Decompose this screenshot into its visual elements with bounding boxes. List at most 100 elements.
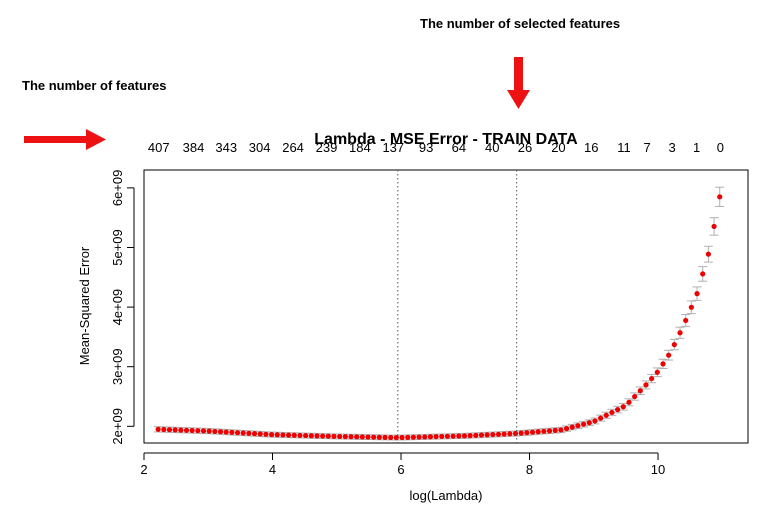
data-point <box>592 418 598 424</box>
data-point <box>575 423 581 429</box>
data-point <box>626 399 632 405</box>
top-axis-label: 93 <box>419 140 433 155</box>
annotation-number-of-features: The number of features <box>22 78 167 93</box>
data-point <box>223 429 229 435</box>
arrow-right-icon <box>24 129 106 150</box>
data-point <box>439 433 445 440</box>
data-point <box>161 426 167 433</box>
data-point <box>541 428 547 434</box>
top-axis-label: 40 <box>485 140 499 155</box>
data-point <box>291 432 297 438</box>
top-axis-label: 1 <box>693 140 700 155</box>
y-axis-title: Mean-Squared Error <box>77 246 92 365</box>
top-axis-label: 407 <box>148 140 170 155</box>
y-tick-label: 2e+09 <box>110 408 125 445</box>
data-point <box>388 434 394 441</box>
data-point <box>399 434 405 441</box>
data-point <box>257 431 263 437</box>
top-axis-label: 184 <box>349 140 371 155</box>
data-point <box>461 433 468 439</box>
data-point <box>467 433 473 439</box>
data-point <box>632 393 638 400</box>
data-point <box>325 433 331 439</box>
data-point <box>433 434 439 440</box>
data-point <box>677 330 683 336</box>
data-point <box>688 304 694 310</box>
data-point <box>229 429 235 435</box>
data-point <box>643 382 649 388</box>
data-point <box>558 427 564 433</box>
data-point <box>456 433 462 439</box>
data-point <box>405 434 411 440</box>
data-point <box>660 361 666 367</box>
data-point <box>615 407 621 413</box>
data-point <box>200 428 207 434</box>
data-point <box>314 433 320 439</box>
data-point <box>195 428 201 434</box>
data-point <box>189 427 195 434</box>
data-point <box>320 433 326 439</box>
y-tick-label: 5e+09 <box>110 229 125 266</box>
data-point <box>382 434 388 440</box>
data-point <box>206 428 212 434</box>
data-point <box>297 432 303 439</box>
data-point <box>376 434 382 440</box>
top-axis-label: 137 <box>382 140 404 155</box>
data-point <box>166 427 173 433</box>
data-point <box>546 428 553 434</box>
data-point <box>529 429 536 435</box>
data-point <box>274 432 280 438</box>
error-bars <box>153 186 725 441</box>
data-point <box>178 427 184 433</box>
top-axis-label: 11 <box>617 140 631 155</box>
plot-box <box>143 169 749 444</box>
x-tick-label: 10 <box>651 462 665 477</box>
data-point <box>580 421 587 427</box>
data-point <box>217 429 224 435</box>
annotation-selected-features: The number of selected features <box>420 16 621 31</box>
y-tick-label: 6e+09 <box>110 170 125 207</box>
data-point <box>280 432 286 438</box>
top-axis-label: 16 <box>584 140 598 155</box>
lambda-vlines <box>397 170 518 443</box>
data-point <box>603 412 609 418</box>
data-point <box>212 428 218 435</box>
data-point <box>490 431 496 438</box>
x-axis-title: log(Lambda) <box>410 488 483 503</box>
data-point <box>711 223 717 230</box>
top-axis-label: 26 <box>518 140 532 155</box>
data-point <box>337 433 343 440</box>
data-point <box>671 341 677 348</box>
data-point <box>234 430 241 436</box>
top-axis-label: 20 <box>551 140 565 155</box>
data-point <box>303 432 309 439</box>
data-point <box>552 427 558 433</box>
data-point <box>484 432 490 438</box>
top-axis-label: 7 <box>644 140 651 155</box>
y-axis: 2e+09 3e+09 4e+09 5e+09 6e+09 <box>110 170 135 445</box>
data-point <box>717 194 723 200</box>
data-point <box>637 388 643 394</box>
data-point <box>620 404 626 410</box>
top-axis-label: 239 <box>316 140 338 155</box>
data-point <box>422 434 428 440</box>
data-point <box>416 434 422 440</box>
data-point <box>524 430 530 436</box>
data-point <box>155 426 161 432</box>
y-tick-label: 4e+09 <box>110 289 125 326</box>
top-axis-label: 264 <box>282 140 304 155</box>
data-point <box>246 430 252 436</box>
top-axis-label: 0 <box>717 140 724 155</box>
data-point <box>694 291 700 297</box>
data-point <box>183 427 190 433</box>
data-point <box>705 251 711 257</box>
data-point <box>563 426 570 432</box>
data-point <box>501 431 507 437</box>
top-axis-label: 343 <box>215 140 237 155</box>
data-point <box>308 433 314 439</box>
data-points <box>155 194 723 441</box>
data-point <box>268 432 275 438</box>
data-point <box>535 429 541 435</box>
data-point <box>251 431 258 437</box>
